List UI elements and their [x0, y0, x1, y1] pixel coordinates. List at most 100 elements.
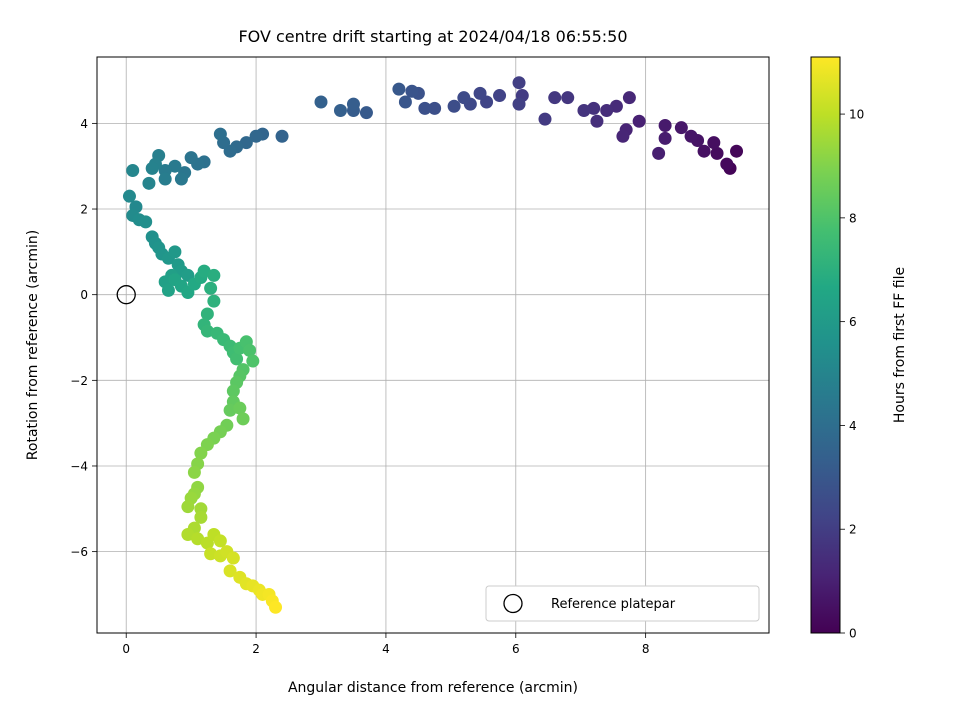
data-point [609, 99, 623, 113]
data-point [720, 157, 734, 171]
data-point [269, 600, 283, 614]
data-point [658, 131, 672, 145]
y-tick-label: 2 [80, 203, 88, 217]
y-tick-label: −2 [70, 374, 88, 388]
plot-frame [96, 56, 770, 634]
data-point [590, 114, 604, 128]
data-point [548, 91, 562, 105]
x-tick-label: 2 [252, 642, 260, 656]
data-point [674, 121, 688, 135]
data-point [187, 465, 201, 479]
legend-label: Reference platepar [551, 597, 676, 612]
data-point [710, 146, 724, 160]
data-point [512, 76, 526, 90]
legend: Reference platepar [485, 585, 760, 622]
data-point [512, 97, 526, 111]
data-point [405, 84, 419, 98]
data-point [126, 163, 140, 177]
data-point [333, 104, 347, 118]
data-point [145, 161, 159, 175]
data-point [577, 104, 591, 118]
data-point [447, 99, 461, 113]
data-point [200, 307, 214, 321]
colorbar-tick-label: 4 [849, 419, 857, 433]
x-tick-label: 0 [122, 642, 130, 656]
data-point [230, 352, 244, 366]
colorbar [810, 56, 841, 634]
y-axis-ticks: 4 2 0 −2 −4 −6 [70, 117, 97, 559]
y-tick-label: 0 [80, 288, 88, 302]
data-point [275, 129, 289, 143]
data-point [707, 136, 721, 150]
data-point [233, 401, 247, 415]
data-point [246, 354, 260, 368]
data-points [122, 76, 744, 614]
data-point [493, 89, 507, 103]
data-point [418, 101, 432, 115]
data-point [457, 91, 471, 105]
data-point [226, 551, 240, 565]
y-tick-label: −6 [70, 545, 88, 559]
data-point [538, 112, 552, 126]
data-point [161, 283, 175, 297]
legend-marker [503, 593, 523, 614]
data-point [359, 106, 373, 120]
data-point [314, 95, 328, 109]
chart-title: FOV centre drift starting at 2024/04/18 … [238, 27, 627, 46]
legend-box [485, 585, 760, 622]
data-point [200, 324, 214, 338]
data-point [122, 189, 136, 203]
reference-platepar-marker [116, 285, 136, 305]
x-tick-label: 4 [382, 642, 390, 656]
data-point [204, 547, 218, 561]
x-axis-ticks: 0 2 4 6 8 [122, 633, 649, 656]
data-point [207, 268, 221, 282]
data-point [168, 245, 182, 259]
y-axis-label: Rotation from reference (arcmin) [25, 230, 41, 460]
y-tick-label: 4 [80, 117, 88, 131]
data-point [392, 82, 406, 96]
data-point [236, 412, 250, 426]
data-point [730, 144, 744, 158]
colorbar-tick-label: 6 [849, 315, 857, 329]
data-point [174, 172, 188, 186]
data-point [184, 151, 198, 165]
data-point [652, 146, 666, 160]
data-point [658, 119, 672, 133]
data-point [194, 446, 208, 460]
data-point [428, 101, 442, 115]
colorbar-tick-label: 8 [849, 211, 857, 225]
data-point [207, 294, 221, 308]
data-point [249, 129, 263, 143]
data-point [473, 86, 487, 100]
data-point [346, 97, 360, 111]
data-point [616, 129, 630, 143]
data-point [622, 91, 636, 105]
data-point [181, 500, 195, 514]
data-point [213, 534, 227, 548]
data-point [561, 91, 575, 105]
data-point [398, 95, 412, 109]
colorbar-label: Hours from first FF file [892, 267, 908, 423]
y-tick-label: −4 [70, 459, 88, 473]
x-tick-label: 6 [512, 642, 520, 656]
data-point [223, 403, 237, 417]
colorbar-tick-label: 2 [849, 523, 857, 537]
data-point [223, 564, 237, 578]
data-point [600, 104, 614, 118]
data-point [181, 528, 195, 542]
data-point [191, 532, 205, 546]
data-point [139, 215, 153, 229]
data-point [158, 172, 172, 186]
colorbar-ticks: 0 2 4 6 8 10 [840, 108, 864, 641]
data-point [587, 101, 601, 115]
data-point [243, 343, 257, 357]
colorbar-tick-label: 10 [849, 108, 864, 122]
colorbar-tick-label: 0 [849, 627, 857, 641]
x-tick-label: 8 [642, 642, 650, 656]
data-point [197, 264, 211, 278]
data-point [226, 384, 240, 398]
data-point [204, 281, 218, 295]
data-point [213, 127, 227, 141]
